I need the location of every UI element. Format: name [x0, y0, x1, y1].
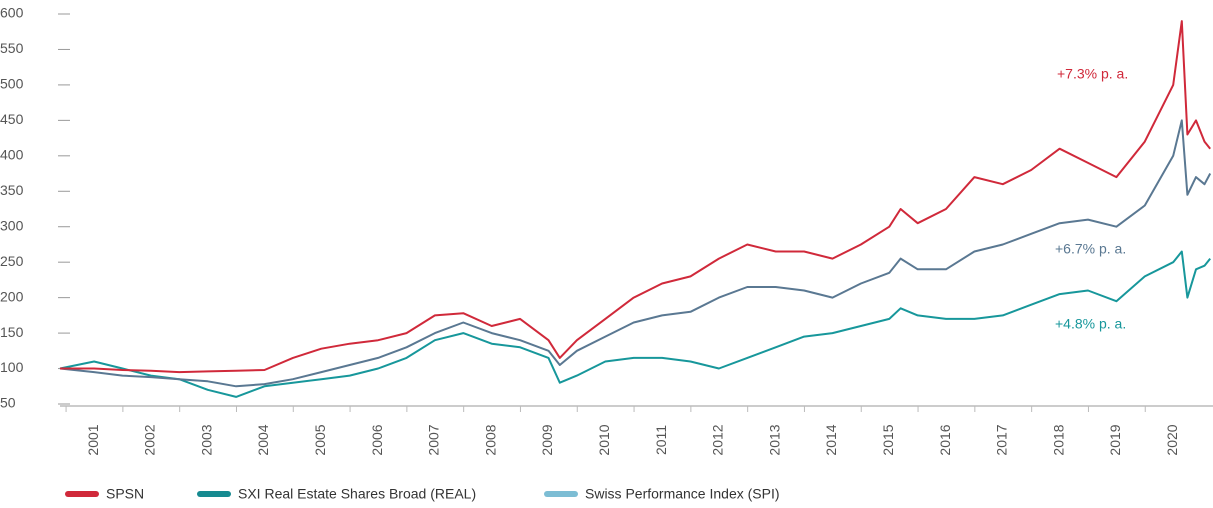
x-tick-label: 2010 — [596, 424, 612, 455]
y-tick-label: 300 — [0, 217, 24, 233]
y-tick-label: 500 — [0, 76, 24, 92]
y-tick-label: 350 — [0, 182, 24, 198]
x-tick-label: 2005 — [312, 424, 328, 455]
x-tick-label: 2012 — [710, 424, 726, 455]
x-tick-label: 2003 — [198, 424, 214, 455]
x-tick-label: 2015 — [880, 424, 896, 455]
x-tick-label: 2013 — [766, 424, 782, 455]
series-line — [59, 119, 1212, 388]
annotation: +4.8% p. a. — [1055, 316, 1126, 332]
legend-label: SXI Real Estate Shares Broad (REAL) — [238, 486, 476, 502]
y-tick-label: 600 — [0, 5, 24, 21]
y-tick-label: 150 — [0, 324, 24, 340]
y-tick-label: 250 — [0, 253, 24, 269]
y-tick-label: 100 — [0, 359, 24, 375]
annotation: +6.7% p. a. — [1055, 241, 1126, 257]
annotation: +7.3% p. a. — [1057, 66, 1128, 82]
x-tick-label: 2017 — [994, 424, 1010, 455]
x-tick-label: 2019 — [1107, 424, 1123, 455]
x-tick-label: 2001 — [85, 424, 101, 455]
y-tick-label: 450 — [0, 111, 24, 127]
y-tick-label: 550 — [0, 40, 24, 56]
x-tick-label: 2014 — [823, 424, 839, 455]
legend-label: Swiss Performance Index (SPI) — [585, 486, 780, 502]
x-tick-label: 2002 — [142, 424, 158, 455]
y-tick-label: 50 — [0, 395, 16, 411]
y-tick-label: 400 — [0, 147, 24, 163]
x-tick-label: 2008 — [482, 424, 498, 455]
series-line — [60, 20, 1211, 374]
x-tick-label: 2004 — [255, 424, 271, 455]
legend-label: SPSN — [106, 486, 144, 502]
y-tick-label: 200 — [0, 288, 24, 304]
x-tick-label: 2011 — [653, 425, 669, 455]
series-line — [59, 250, 1211, 398]
x-tick-label: 2006 — [369, 424, 385, 455]
x-tick-label: 2020 — [1164, 424, 1180, 455]
x-tick-label: 2016 — [937, 424, 953, 455]
x-tick-label: 2007 — [426, 424, 442, 455]
x-tick-label: 2009 — [539, 424, 555, 455]
x-tick-label: 2018 — [1050, 424, 1066, 455]
